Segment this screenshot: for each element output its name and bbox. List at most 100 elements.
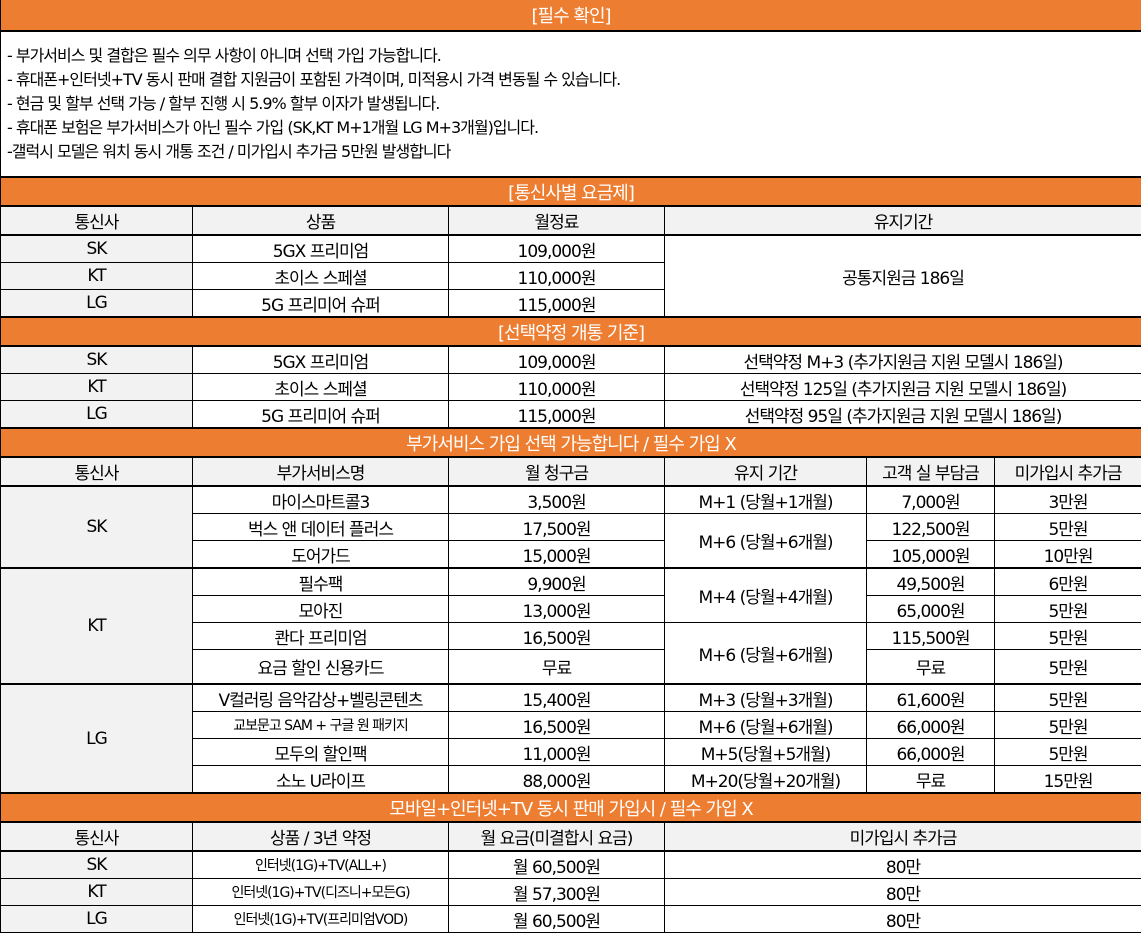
- cost-cell: 49,500원: [867, 568, 995, 596]
- penalty-cell: 80만: [665, 879, 1141, 906]
- product-cell: 초이스 스페셜: [193, 263, 449, 290]
- penalty-cell: 5만원: [995, 712, 1141, 739]
- carrier-cell: SK: [1, 235, 193, 263]
- penalty-cell: 3만원: [995, 486, 1141, 514]
- header-product: 상품: [193, 206, 449, 235]
- header-product: 상품 / 3년 약정: [193, 822, 449, 851]
- fee-cell: 110,000원: [449, 374, 665, 401]
- header-carrier: 통신사: [1, 822, 193, 851]
- fee-cell: 109,000원: [449, 346, 665, 374]
- product-cell: 5G 프리미어 슈퍼: [193, 290, 449, 318]
- penalty-cell: 5만원: [995, 514, 1141, 541]
- service-cell: 콴다 프리미엄: [193, 623, 449, 650]
- penalty-cell: 10만원: [995, 541, 1141, 569]
- period-cell: M+6 (당월+6개월): [665, 712, 867, 739]
- selective-title: [선택약정 개통 기준]: [1, 317, 1141, 346]
- cost-cell: 무료: [867, 766, 995, 794]
- period-cell: 선택약정 95일 (추가지원금 지원 모델시 186일): [665, 401, 1141, 429]
- period-cell: 선택약정 M+3 (추가지원금 지원 모델시 186일): [665, 346, 1141, 374]
- penalty-cell: 5만원: [995, 623, 1141, 650]
- product-cell: 5GX 프리미엄: [193, 346, 449, 374]
- period-cell: M+20(당월+20개월): [665, 766, 867, 794]
- cost-cell: 66,000원: [867, 712, 995, 739]
- service-cell: V컬러링 음악감상+벨링콘텐츠: [193, 684, 449, 712]
- cost-cell: 61,600원: [867, 684, 995, 712]
- service-cell: 모두의 할인팩: [193, 739, 449, 766]
- charge-cell: 16,500원: [449, 712, 665, 739]
- carrier-cell: SK: [1, 486, 193, 568]
- notice-title: [필수 확인]: [1, 0, 1141, 31]
- header-monthly-fee: 월 요금(미결합시 요금): [449, 822, 665, 851]
- service-cell: 벅스 앤 데이터 플러스: [193, 514, 449, 541]
- product-cell: 5GX 프리미엄: [193, 235, 449, 263]
- fee-cell: 115,000원: [449, 401, 665, 429]
- service-cell: 모아진: [193, 596, 449, 623]
- header-carrier: 통신사: [1, 457, 193, 486]
- charge-cell: 17,500원: [449, 514, 665, 541]
- period-cell: M+5(당월+5개월): [665, 739, 867, 766]
- charge-cell: 13,000원: [449, 596, 665, 623]
- period-cell: M+4 (당월+4개월): [665, 568, 867, 623]
- penalty-cell: 5만원: [995, 596, 1141, 623]
- notice-line: - 휴대폰 보험은 부가서비스가 아닌 필수 가입 (SK,KT M+1개월 L…: [7, 116, 1135, 140]
- header-penalty: 미가입시 추가금: [995, 457, 1141, 486]
- carrier-cell: KT: [1, 263, 193, 290]
- cost-cell: 66,000원: [867, 739, 995, 766]
- penalty-cell: 6만원: [995, 568, 1141, 596]
- product-cell: 인터넷(1G)+TV(디즈니+모든G): [193, 879, 449, 906]
- period-cell: M+6 (당월+6개월): [665, 514, 867, 569]
- plans-title: [통신사별 요금제]: [1, 177, 1141, 206]
- charge-cell: 11,000원: [449, 739, 665, 766]
- charge-cell: 16,500원: [449, 623, 665, 650]
- service-cell: 필수팩: [193, 568, 449, 596]
- fee-cell: 월 57,300원: [449, 879, 665, 906]
- header-service: 부가서비스명: [193, 457, 449, 486]
- cost-cell: 115,500원: [867, 623, 995, 650]
- product-cell: 인터넷(1G)+TV(ALL+): [193, 851, 449, 879]
- header-period: 유지 기간: [665, 457, 867, 486]
- penalty-cell: 80만: [665, 851, 1141, 879]
- charge-cell: 9,900원: [449, 568, 665, 596]
- cost-cell: 122,500원: [867, 514, 995, 541]
- fee-cell: 110,000원: [449, 263, 665, 290]
- penalty-cell: 15만원: [995, 766, 1141, 794]
- product-cell: 인터넷(1G)+TV(프리미엄VOD): [193, 906, 449, 933]
- fee-cell: 109,000원: [449, 235, 665, 263]
- carrier-cell: LG: [1, 684, 193, 793]
- penalty-cell: 80만: [665, 906, 1141, 933]
- period-cell: 공통지원금 186일: [665, 235, 1141, 317]
- header-monthly-charge: 월 청구금: [449, 457, 665, 486]
- fee-cell: 월 60,500원: [449, 851, 665, 879]
- fee-cell: 115,000원: [449, 290, 665, 318]
- service-cell: 요금 할인 신용카드: [193, 650, 449, 685]
- service-cell: 교보문고 SAM + 구글 원 패키지: [193, 712, 449, 739]
- carrier-cell: KT: [1, 374, 193, 401]
- fee-cell: 월 60,500원: [449, 906, 665, 933]
- penalty-cell: 5만원: [995, 650, 1141, 685]
- charge-cell: 15,400원: [449, 684, 665, 712]
- cost-cell: 7,000원: [867, 486, 995, 514]
- cost-cell: 무료: [867, 650, 995, 685]
- addons-title: 부가서비스 가입 선택 가능합니다 / 필수 가입 X: [1, 428, 1141, 457]
- service-cell: 도어가드: [193, 541, 449, 569]
- penalty-cell: 5만원: [995, 739, 1141, 766]
- carrier-cell: KT: [1, 879, 193, 906]
- carrier-cell: KT: [1, 568, 193, 684]
- bundle-title: 모바일+인터넷+TV 동시 판매 가입시 / 필수 가입 X: [1, 793, 1141, 822]
- header-monthly-fee: 월정료: [449, 206, 665, 235]
- cost-cell: 105,000원: [867, 541, 995, 569]
- notice-line: - 부가서비스 및 결합은 필수 의무 사항이 아니며 선택 가입 가능합니다.: [7, 44, 1135, 68]
- header-customer-cost: 고객 실 부담금: [867, 457, 995, 486]
- cost-cell: 65,000원: [867, 596, 995, 623]
- carrier-cell: SK: [1, 851, 193, 879]
- carrier-cell: LG: [1, 906, 193, 933]
- charge-cell: 무료: [449, 650, 665, 685]
- carrier-cell: SK: [1, 346, 193, 374]
- charge-cell: 15,000원: [449, 541, 665, 569]
- period-cell: M+6 (당월+6개월): [665, 623, 867, 685]
- period-cell: M+1 (당월+1개월): [665, 486, 867, 514]
- service-cell: 마이스마트콜3: [193, 486, 449, 514]
- period-cell: M+3 (당월+3개월): [665, 684, 867, 712]
- penalty-cell: 5만원: [995, 684, 1141, 712]
